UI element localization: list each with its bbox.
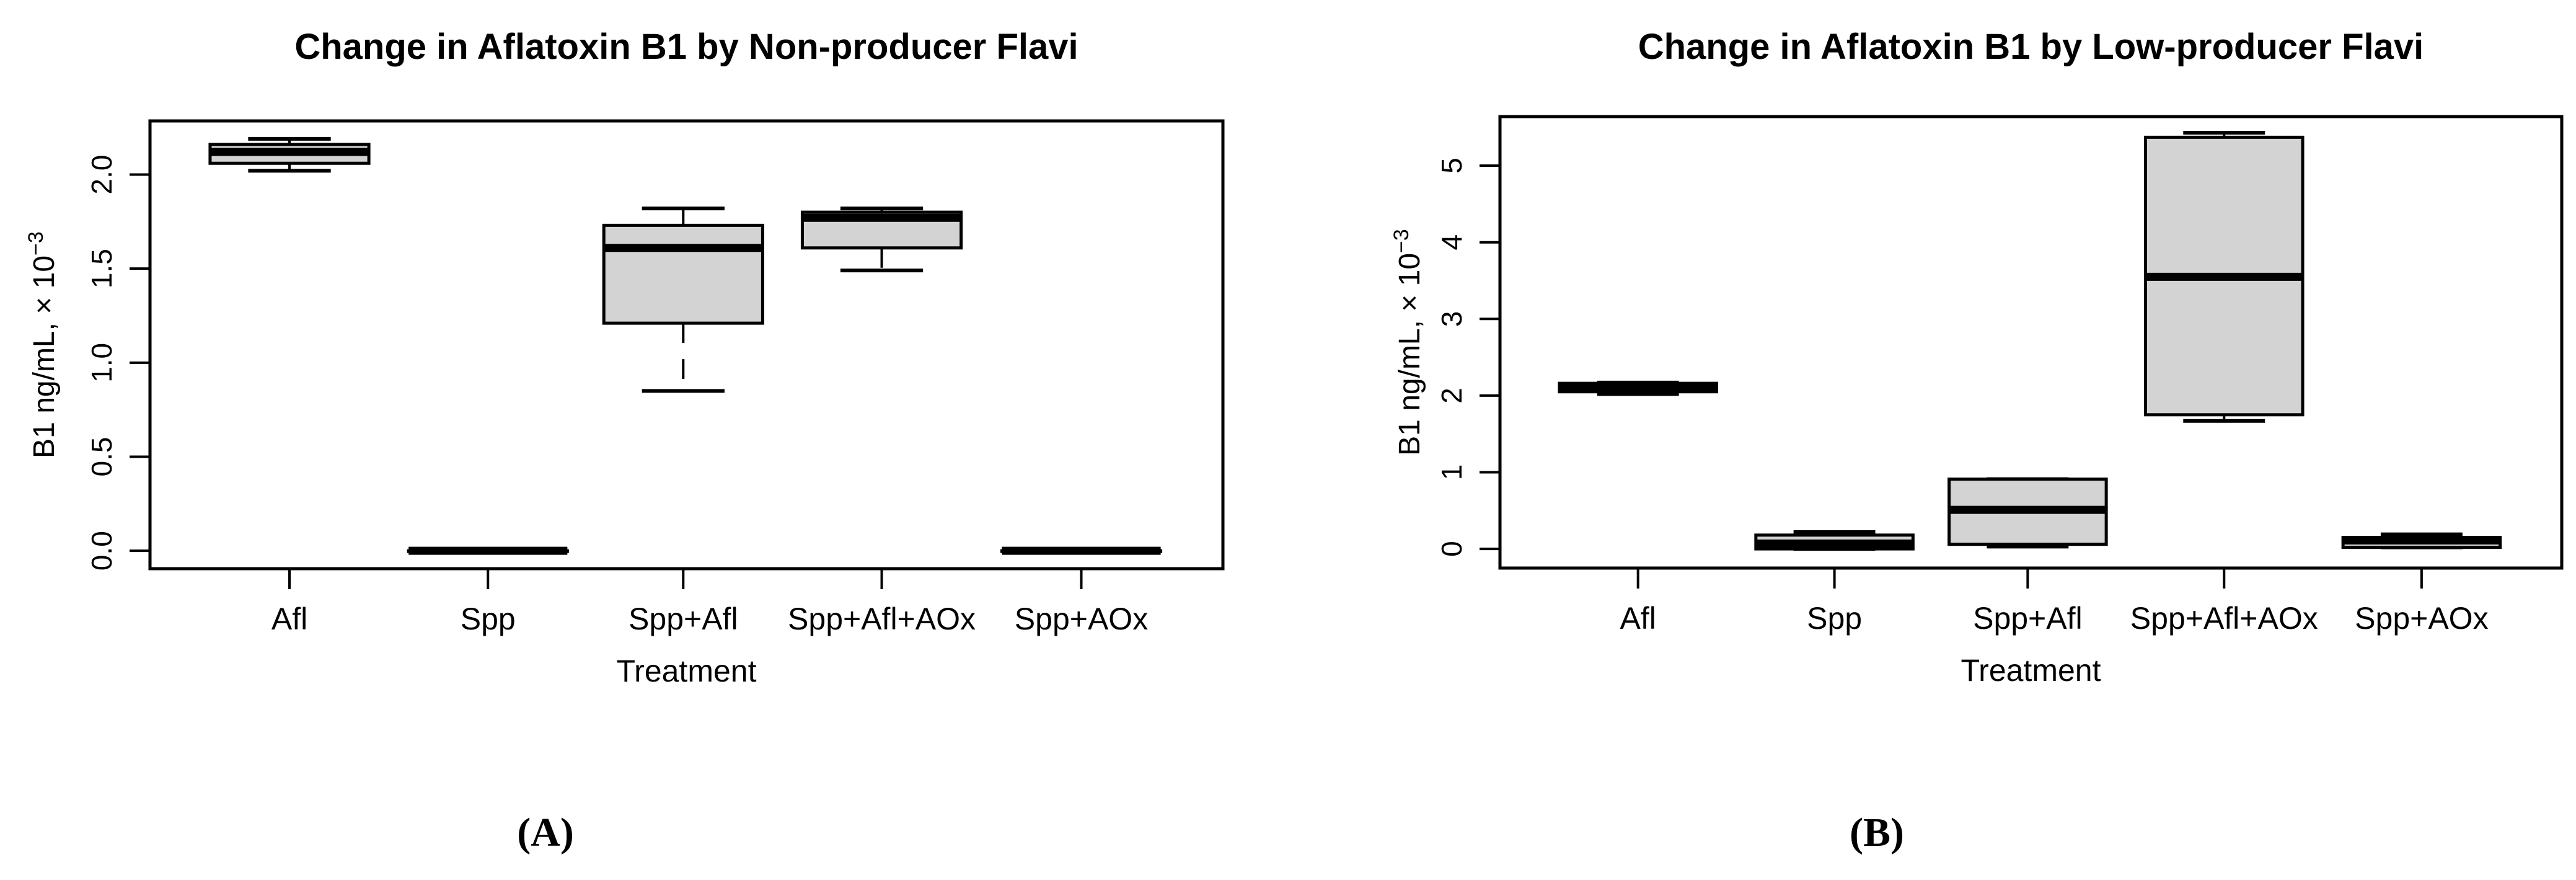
- y-tick-label: 4: [1436, 234, 1468, 251]
- plot-border: [1498, 115, 2564, 570]
- x-tick-label: Spp+Afl+AOx: [2130, 601, 2318, 636]
- y-tick-label: 0: [1436, 541, 1468, 557]
- box-Spp+Afl: [602, 207, 764, 393]
- box-Afl: [208, 136, 371, 173]
- y-axis-title: B1 ng/mL, × 10−3: [1390, 229, 1426, 456]
- y-tick-label: 1: [1436, 464, 1468, 481]
- x-tick-label: Spp+AOx: [1015, 602, 1148, 636]
- y-tick-label: 3: [1436, 311, 1468, 327]
- chart-title: Change in Aflatoxin B1 by Low-producer F…: [1638, 27, 2424, 67]
- x-tick-label: Spp+Afl+AOx: [788, 602, 976, 636]
- y-tick-label: 2: [1436, 388, 1468, 404]
- x-tick-label: Spp+Afl: [629, 602, 738, 636]
- boxplot-chart-low-producer: Change in Aflatoxin B1 by Low-producer F…: [1390, 27, 2564, 688]
- x-axis-title: Treatment: [616, 654, 756, 688]
- boxplot-chart-non-producer: Change in Aflatoxin B1 by Non-producer F…: [24, 27, 1225, 688]
- box-Afl: [1558, 380, 1718, 396]
- y-tick-label: 1.0: [86, 343, 118, 383]
- x-tick-label: Spp: [461, 602, 516, 636]
- chart-title: Change in Aflatoxin B1 by Non-producer F…: [294, 27, 1078, 67]
- panel-B: Change in Aflatoxin B1 by Low-producer F…: [1288, 0, 2576, 880]
- panel-label-A: (A): [517, 810, 574, 855]
- x-tick-label: Spp+Afl: [1973, 601, 2083, 636]
- panel-label-B: (B): [1850, 810, 1904, 855]
- box-Spp+AOx: [2341, 532, 2502, 549]
- plot-border: [148, 119, 1225, 571]
- box-Spp+Afl+AOx: [2144, 130, 2305, 423]
- iqr-box: [602, 223, 764, 325]
- y-tick-label: 5: [1436, 158, 1468, 174]
- x-tick-label: Afl: [1620, 601, 1656, 636]
- y-tick-label: 0.5: [86, 437, 118, 477]
- y-tick-label: 0.0: [86, 531, 118, 571]
- x-tick-label: Afl: [271, 602, 307, 636]
- box-Spp: [1754, 530, 1915, 551]
- x-tick-label: Spp: [1807, 601, 1862, 636]
- x-axis-title: Treatment: [1961, 653, 2101, 688]
- x-tick-label: Spp+AOx: [2355, 601, 2488, 636]
- box-Spp+Afl: [1947, 477, 2108, 549]
- y-tick-label: 2.0: [86, 154, 118, 194]
- box-Spp+Afl+AOx: [800, 207, 963, 273]
- y-axis-title: B1 ng/mL, × 10−3: [24, 231, 61, 458]
- y-tick-label: 1.5: [86, 249, 118, 288]
- panel-A: Change in Aflatoxin B1 by Non-producer F…: [24, 27, 1225, 855]
